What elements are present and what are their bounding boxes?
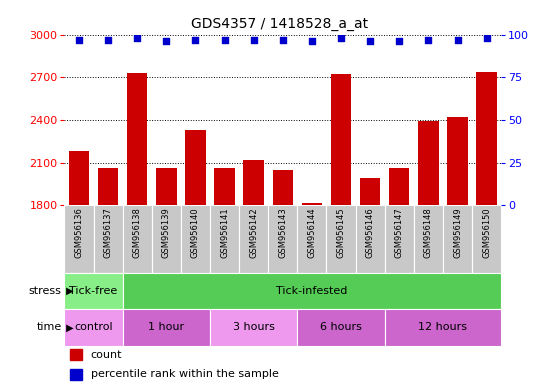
Bar [70,369,82,380]
Bar [268,205,297,273]
Text: percentile rank within the sample: percentile rank within the sample [91,369,278,379]
Text: GSM956145: GSM956145 [337,207,346,258]
Text: control: control [74,322,113,333]
Point [482,35,491,41]
Text: GSM956148: GSM956148 [424,207,433,258]
Text: ▶: ▶ [63,322,74,333]
Point [133,35,142,41]
Bar [472,205,501,273]
Text: GSM956137: GSM956137 [104,207,113,258]
Text: time: time [36,322,62,333]
Bar [156,169,176,205]
Text: count: count [91,350,122,360]
Bar [98,169,118,205]
Point [307,38,316,45]
Text: ▶: ▶ [63,286,74,296]
Text: GSM956139: GSM956139 [162,207,171,258]
Bar [418,121,438,205]
Text: 12 hours: 12 hours [418,322,468,333]
Text: GSM956136: GSM956136 [74,207,83,258]
Bar [414,205,443,273]
Text: GSM956141: GSM956141 [220,207,229,258]
Bar [152,205,181,273]
Point [278,36,287,43]
Text: GDS4357 / 1418528_a_at: GDS4357 / 1418528_a_at [192,17,368,31]
Bar [385,309,501,346]
Bar [94,205,123,273]
Bar [214,169,235,205]
Bar [326,205,356,273]
Text: 1 hour: 1 hour [148,322,184,333]
Text: GSM956149: GSM956149 [453,207,462,258]
Bar [389,169,409,205]
Bar [210,309,297,346]
Text: Tick-infested: Tick-infested [276,286,348,296]
Bar [447,117,468,205]
Point [104,36,113,43]
Bar [64,205,94,273]
Point [337,35,346,41]
Bar [273,170,293,205]
Text: 3 hours: 3 hours [233,322,274,333]
Bar [239,205,268,273]
Text: GSM956144: GSM956144 [307,207,316,258]
Bar [210,205,239,273]
Point [220,36,229,43]
Bar [443,205,472,273]
Bar [244,160,264,205]
Text: GSM956143: GSM956143 [278,207,287,258]
Point [191,36,200,43]
Bar [70,349,82,360]
Text: GSM956150: GSM956150 [482,207,491,258]
Bar [356,205,385,273]
Point [366,38,375,45]
Text: GSM956147: GSM956147 [395,207,404,258]
Bar [385,205,414,273]
Point [453,36,462,43]
Bar [123,205,152,273]
Point [395,38,404,45]
Bar [360,179,380,205]
Bar [297,205,326,273]
Bar [127,73,147,205]
Text: 6 hours: 6 hours [320,322,362,333]
Bar [69,151,89,205]
Bar [297,309,385,346]
Point [162,38,171,45]
Bar [123,309,210,346]
Bar [123,273,501,309]
Bar [477,71,497,205]
Text: GSM956146: GSM956146 [366,207,375,258]
Text: GSM956140: GSM956140 [191,207,200,258]
Text: stress: stress [29,286,62,296]
Bar [185,130,206,205]
Text: GSM956142: GSM956142 [249,207,258,258]
Bar [331,74,351,205]
Bar [64,309,123,346]
Point [249,36,258,43]
Text: GSM956138: GSM956138 [133,207,142,258]
Point [424,36,433,43]
Point [74,36,83,43]
Bar [64,273,123,309]
Bar [181,205,210,273]
Bar [302,203,322,205]
Text: Tick-free: Tick-free [69,286,118,296]
